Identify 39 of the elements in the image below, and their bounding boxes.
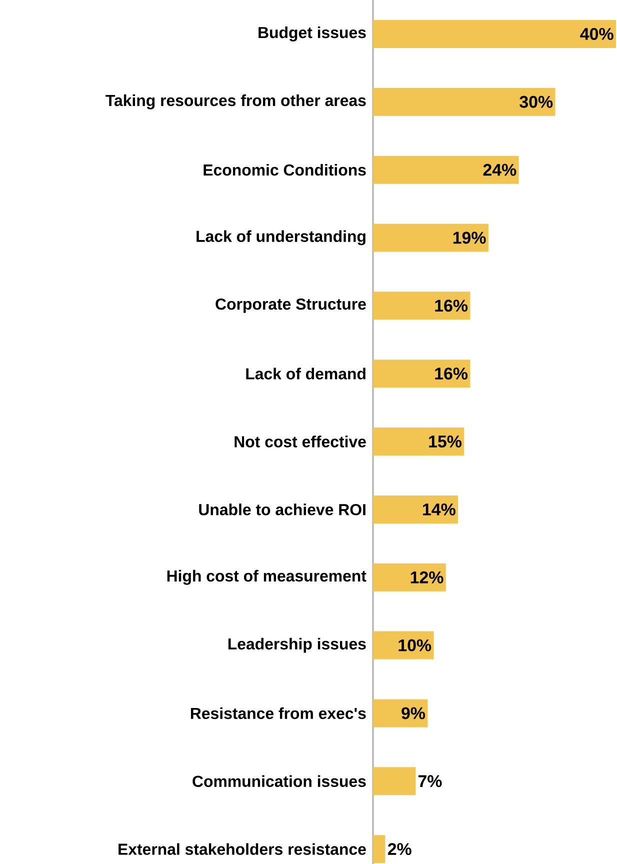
- data-label: 7%: [418, 775, 442, 788]
- data-label: 10%: [398, 639, 432, 652]
- bar: [373, 428, 464, 456]
- y-tick-label: Taking resources from other areas: [106, 94, 366, 110]
- bar: [373, 563, 446, 592]
- y-tick-label: External stakeholders resistance: [118, 843, 366, 855]
- y-tick-label: Budget issues: [258, 26, 366, 42]
- bar: [373, 699, 428, 728]
- y-tick-label: Lack of understanding: [196, 230, 366, 246]
- data-label: 19%: [453, 232, 486, 244]
- data-label: 30%: [520, 96, 553, 108]
- data-label: 16%: [435, 300, 468, 312]
- bar: [373, 631, 434, 660]
- y-tick-label: Lack of demand: [246, 368, 366, 380]
- data-label: 2%: [388, 843, 412, 856]
- y-tick-label: Not cost effective: [234, 436, 366, 448]
- data-label: 12%: [410, 571, 444, 584]
- y-tick-label: Communication issues: [192, 775, 366, 787]
- y-tick-label: Corporate Structure: [216, 298, 366, 313]
- y-tick-label: Resistance from exec's: [190, 707, 366, 720]
- y-tick-label: High cost of measurement: [167, 570, 366, 585]
- y-tick-label: Economic Conditions: [204, 164, 366, 176]
- bar: [373, 360, 470, 388]
- data-label: 40%: [580, 28, 614, 40]
- bar: [373, 495, 458, 524]
- data-label: 24%: [483, 164, 516, 176]
- data-label: 15%: [429, 436, 462, 448]
- bar: [373, 20, 616, 48]
- data-label: 14%: [423, 503, 456, 516]
- y-tick-label: Unable to achieve ROI: [199, 504, 366, 516]
- bar: [373, 88, 556, 116]
- bar: [373, 224, 488, 252]
- data-label: 9%: [402, 707, 426, 720]
- y-tick-label: Leadership issues: [228, 638, 366, 653]
- bar: [373, 292, 470, 320]
- bar: [373, 767, 416, 796]
- bar: [373, 835, 386, 864]
- data-label: 16%: [435, 368, 468, 380]
- bar: [373, 156, 519, 184]
